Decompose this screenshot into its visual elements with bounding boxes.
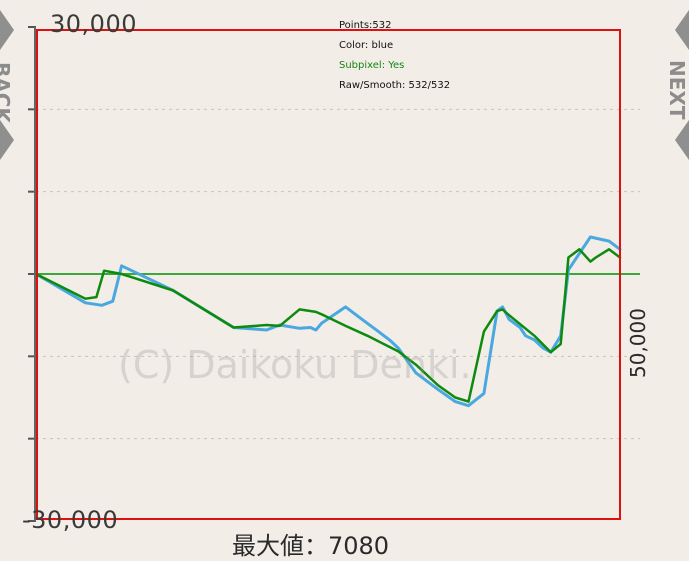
next-label: NEXT xyxy=(665,60,689,120)
info-color: Color: blue xyxy=(339,40,394,51)
back-arrow-icon xyxy=(0,10,14,160)
info-raw-smooth: Raw/Smooth: 532/532 xyxy=(339,80,451,91)
info-subpixel: Subpixel: Yes xyxy=(339,60,405,71)
info-points: Points:532 xyxy=(339,20,392,31)
y-tick-label-bottom: -30,000 xyxy=(22,506,119,534)
selection-box[interactable] xyxy=(36,29,621,520)
copyright-watermark: (C) Daikoku Denki. xyxy=(118,343,472,387)
next-arrow-icon xyxy=(675,10,689,160)
max-value-label: 最大値：7080 xyxy=(232,532,390,560)
chart-grid xyxy=(36,108,640,440)
next-button[interactable]: NEXT xyxy=(665,10,689,160)
y-tick-label-right: 50,000 xyxy=(626,308,650,378)
y-tick-label-top: 30,000 xyxy=(50,10,137,38)
smooth-series-line xyxy=(34,248,622,403)
back-label: BACK xyxy=(0,62,14,123)
back-button[interactable]: BACK xyxy=(0,10,18,160)
series-group xyxy=(34,235,622,408)
